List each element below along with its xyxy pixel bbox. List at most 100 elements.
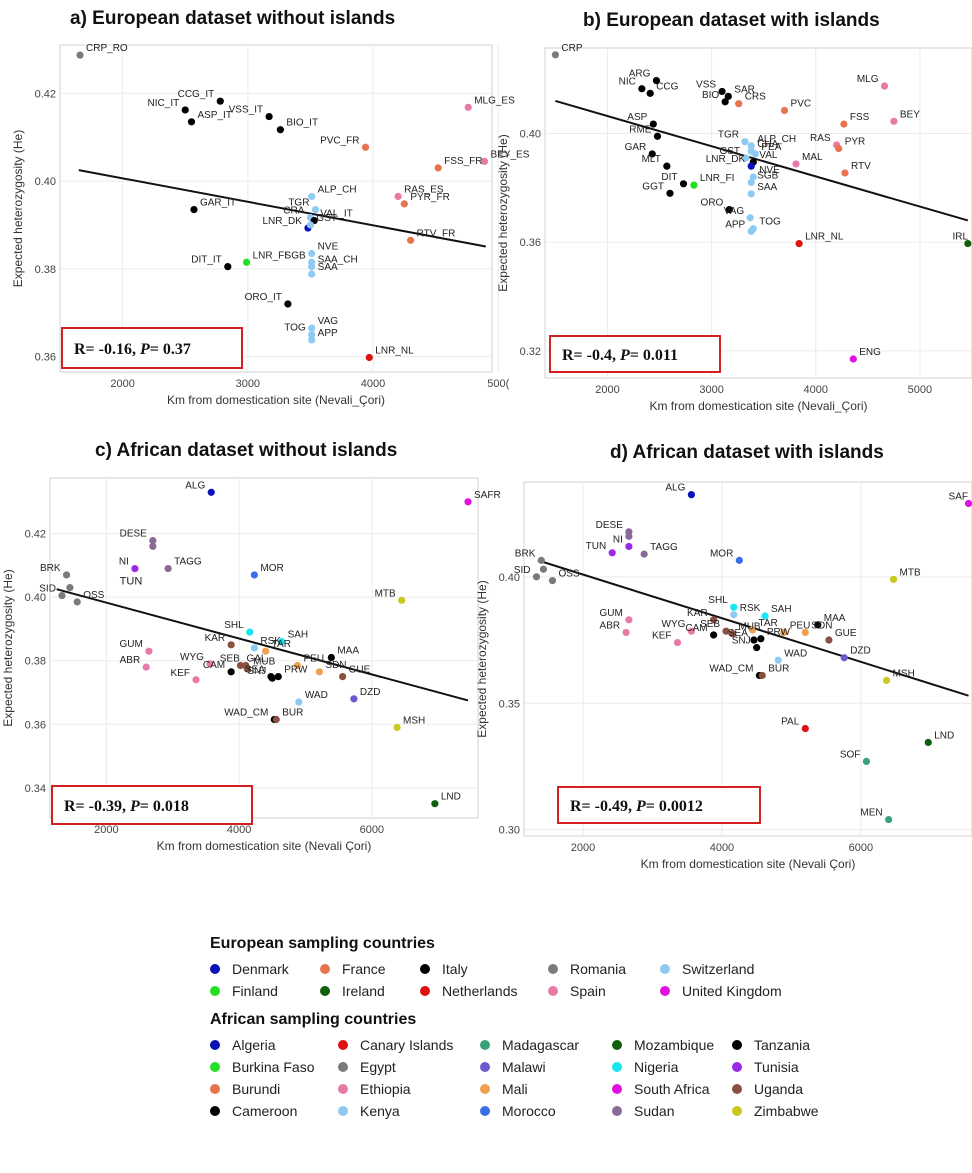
data-point xyxy=(730,611,738,619)
point-label: MLG_ES xyxy=(474,95,515,106)
legend-label: Mali xyxy=(502,1081,528,1097)
data-point xyxy=(276,126,284,134)
point-label: WYG xyxy=(662,619,686,630)
european-legend-item: France xyxy=(320,961,420,977)
y-tick-label: 0.42 xyxy=(25,529,46,541)
point-label: MOR xyxy=(260,563,283,574)
point-label: SID xyxy=(39,584,56,595)
data-point xyxy=(748,626,757,634)
data-point xyxy=(295,698,303,706)
y-tick-label: 0.32 xyxy=(520,346,541,358)
african-legend: Algeria Canary Islands Madagascar Mozambiqu… xyxy=(210,1037,950,1119)
data-point xyxy=(311,205,320,214)
y-tick-label: 0.38 xyxy=(35,264,56,276)
legend-label: Sudan xyxy=(634,1103,675,1119)
point-label: LNR_FI xyxy=(253,250,287,261)
legend-label: Ireland xyxy=(342,983,385,999)
point-label: CRP xyxy=(561,43,582,54)
data-point xyxy=(758,671,766,680)
x-axis-title: Km from domestication site (Nevali_Çori) xyxy=(167,393,385,407)
point-label: TGR xyxy=(718,130,739,141)
european-legend-item: Ireland xyxy=(320,983,420,999)
point-label: WAD_CM xyxy=(709,663,753,674)
data-point xyxy=(608,549,616,557)
data-point xyxy=(76,51,84,59)
legend-label: Spain xyxy=(570,983,606,999)
african-legend-item: Tanzania xyxy=(732,1037,852,1053)
data-point xyxy=(710,631,718,639)
point-label: SAA xyxy=(318,262,338,273)
data-point xyxy=(431,800,439,808)
data-point xyxy=(780,106,789,115)
legend-swatch xyxy=(660,964,670,974)
legend-label: Tanzania xyxy=(754,1037,811,1053)
legend-label: Uganda xyxy=(754,1081,804,1097)
stat-text: R= -0.39, P= 0.018 xyxy=(64,798,189,815)
data-point xyxy=(142,663,150,671)
data-point xyxy=(361,143,370,151)
point-label: ALG xyxy=(185,480,205,491)
data-point xyxy=(227,641,235,649)
chart-panel-b: 2000 3000 4000 5000 0.32 0.36 0.40 Km from dome… xyxy=(496,43,972,413)
point-label: ASP_IT xyxy=(197,110,231,121)
legend-swatch xyxy=(732,1040,742,1050)
data-point xyxy=(187,118,196,126)
data-point xyxy=(751,150,759,158)
point-label: BRK xyxy=(40,563,61,574)
point-label: RSK xyxy=(260,636,281,647)
point-label: BIO_IT xyxy=(286,118,318,129)
data-point xyxy=(262,647,270,655)
data-point xyxy=(741,138,749,146)
stat-box xyxy=(51,785,253,825)
point-label: SAA_CH xyxy=(318,255,358,266)
data-point xyxy=(464,498,472,506)
point-label: ORO xyxy=(701,198,724,209)
data-point xyxy=(537,556,545,564)
y-tick-label: 0.35 xyxy=(499,698,520,710)
point-label: VAG xyxy=(318,316,339,327)
x-tick-label: 500( xyxy=(487,378,509,390)
point-label: NI xyxy=(613,534,623,545)
point-label: MAL xyxy=(802,152,823,163)
european-legend-item: Romania xyxy=(548,961,660,977)
data-point xyxy=(880,82,889,90)
legend-label: Finland xyxy=(232,983,278,999)
stat-box xyxy=(61,327,243,369)
legend-label: South Africa xyxy=(634,1081,710,1097)
data-point xyxy=(746,214,754,222)
data-point xyxy=(164,564,172,573)
point-label: PRW xyxy=(767,627,791,638)
data-point xyxy=(730,603,738,611)
x-axis-title: Km from domestication site (Nevali Çori) xyxy=(641,857,856,871)
data-point xyxy=(761,612,769,620)
african-legend-item: Egypt xyxy=(338,1059,480,1075)
legend-swatch xyxy=(612,1084,622,1094)
data-point xyxy=(964,239,972,248)
african-legend-item: Malawi xyxy=(480,1059,612,1075)
legend-swatch xyxy=(480,1084,490,1094)
point-label: BEY xyxy=(900,109,920,120)
chart-panel-a: 2000 3000 4000 500(0.36 0.38 0.40 0.42 Km from … xyxy=(11,43,530,407)
panel-d-title: d) African dataset with islands xyxy=(610,442,884,463)
data-point xyxy=(849,355,857,363)
point-label: GUE xyxy=(835,628,857,639)
legend-label: Canary Islands xyxy=(360,1037,454,1053)
data-point xyxy=(308,192,316,201)
point-label: CRS xyxy=(745,92,766,103)
data-point xyxy=(646,89,654,97)
data-point xyxy=(749,173,757,181)
data-point xyxy=(149,542,157,550)
point-label: LNR_DK xyxy=(262,216,302,227)
point-label: SOF xyxy=(840,749,861,760)
data-point xyxy=(801,628,809,637)
legend-swatch xyxy=(480,1106,490,1116)
point-label: DESE xyxy=(120,529,148,540)
y-tick-label: 0.30 xyxy=(499,825,520,837)
point-label: MLG xyxy=(857,74,879,85)
data-point xyxy=(710,616,718,624)
plot-area xyxy=(59,44,493,373)
data-point xyxy=(690,181,698,189)
point-label: KEF xyxy=(652,631,671,642)
african-legend-item: Cameroon xyxy=(210,1103,338,1119)
african-legend-item: Tunisia xyxy=(732,1059,852,1075)
